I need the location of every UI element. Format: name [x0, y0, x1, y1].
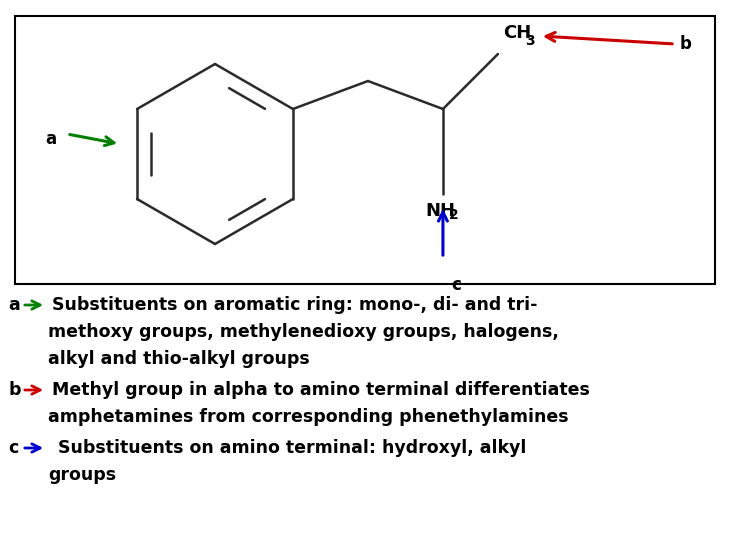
Text: 2: 2 — [449, 208, 458, 222]
Text: Substituents on amino terminal: hydroxyl, alkyl: Substituents on amino terminal: hydroxyl… — [52, 439, 527, 457]
Text: methoxy groups, methylenedioxy groups, halogens,: methoxy groups, methylenedioxy groups, h… — [48, 323, 559, 341]
Text: Substituents on aromatic ring: mono-, di- and tri-: Substituents on aromatic ring: mono-, di… — [52, 296, 538, 314]
Text: a: a — [8, 296, 19, 314]
Text: groups: groups — [48, 466, 116, 484]
Text: amphetamines from corresponding phenethylamines: amphetamines from corresponding phenethy… — [48, 408, 568, 426]
Text: CH: CH — [503, 24, 531, 42]
Text: b: b — [680, 35, 692, 53]
Text: c: c — [451, 276, 461, 294]
Text: c: c — [8, 439, 18, 457]
Text: NH: NH — [425, 202, 455, 220]
Text: Methyl group in alpha to amino terminal differentiates: Methyl group in alpha to amino terminal … — [52, 381, 590, 399]
Text: b: b — [8, 381, 20, 399]
Bar — [15, 16, 715, 284]
Text: a: a — [45, 130, 56, 148]
Text: 3: 3 — [525, 34, 535, 48]
Text: alkyl and thio-alkyl groups: alkyl and thio-alkyl groups — [48, 350, 310, 368]
